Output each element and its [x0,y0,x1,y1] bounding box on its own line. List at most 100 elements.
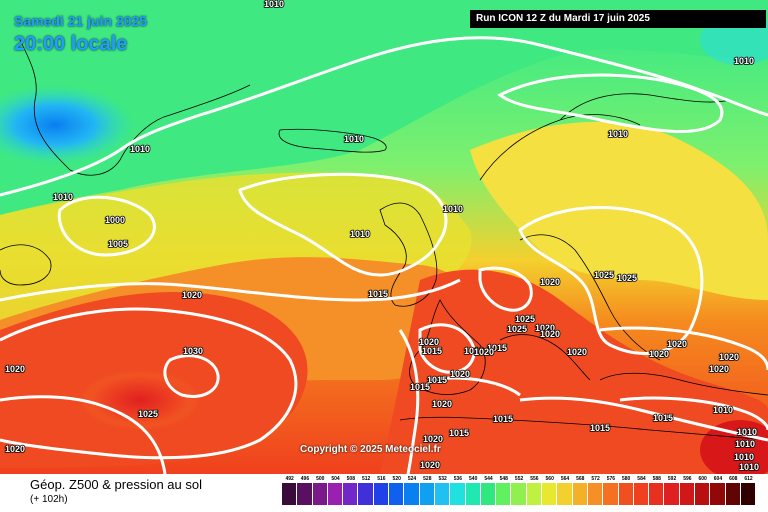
map-title: Géop. Z500 & pression au sol [30,477,202,492]
isobar-label: 1015 [487,343,507,353]
isobar-label: 1025 [617,273,637,283]
scale-label: 540 [469,476,478,482]
isobar-label: 1025 [594,270,614,280]
isobar-label: 1020 [567,347,587,357]
scale-swatch [542,483,558,505]
scale-swatch [511,483,527,505]
isobar-label: 1020 [420,460,440,470]
isobar-label: 1020 [540,277,560,287]
scale-label: 504 [331,476,340,482]
isobar-label: 1020 [709,364,729,374]
z500-band-green [0,0,768,215]
isobar-label: 1010 [608,129,628,139]
scale-label: 576 [606,476,616,482]
scale-swatch [725,483,741,505]
isobar-label: 1020 [419,337,439,347]
scale-swatch [358,483,374,505]
scale-swatch [557,483,573,505]
isobar-label: 1015 [653,413,673,423]
scale-swatch [434,483,451,505]
isobar-label: 1020 [540,329,560,339]
isobar-label: 1020 [535,323,555,333]
isobar-label: 1010 [734,56,754,66]
scale-label: 572 [591,476,600,482]
scale-label: 512 [361,476,371,482]
isobar-label: 1010 [350,229,370,239]
isobar-label: 1015 [368,289,388,299]
scale-label: 568 [576,476,585,482]
scale-swatch [526,483,543,505]
isobar-label: 1010 [443,204,463,214]
legend-panel: Géop. Z500 & pression au sol (+ 102h) 49… [0,474,768,512]
forecast-time: 20:00 locale [14,33,128,55]
scale-label: 492 [285,476,294,482]
isobar-label: 1025 [507,324,527,334]
scale-swatch [404,483,420,505]
z500-core-red-east [700,420,768,474]
scale-swatch [419,483,435,505]
isobar-label: 1015 [449,428,469,438]
color-scale: 492 496 500 504 508 512 516 520 524 528 532 536 540 5… [282,476,757,510]
scale-swatch [450,483,466,505]
scale-label: 524 [407,476,417,482]
scale-label: 544 [484,476,493,482]
z500-low-blue [0,85,135,165]
scale-label: 536 [453,476,463,482]
scale-swatch [603,483,619,505]
scale-label: 608 [729,476,738,482]
scale-label: 508 [346,476,355,482]
isobar-label: 1030 [183,346,203,356]
scale-swatch [327,483,344,505]
scale-swatch [740,483,757,505]
scale-label: 548 [499,476,508,482]
isobar-label: 1010 [713,405,733,415]
scale-swatch [695,483,711,505]
isobar-label: 1025 [138,409,158,419]
scale-swatch [282,483,298,505]
scale-label: 528 [423,476,432,482]
scale-swatch [312,483,328,505]
scale-label: 532 [438,476,447,482]
isobar-label: 1010 [53,192,73,202]
scale-label: 596 [683,476,692,482]
scale-label: 520 [392,476,401,482]
scale-labels: 492 496 500 504 508 512 516 520 524 528 532 536 540 5… [282,476,756,482]
isobar-label: 1015 [590,423,610,433]
isobar-label: 1010 [739,462,759,472]
isobar-label: 1020 [667,339,687,349]
isobar-label: 1020 [432,399,452,409]
isobar-label: 1010 [735,439,755,449]
scale-swatch [664,483,680,505]
isobar-label: 1015 [410,382,430,392]
scale-bar [282,483,757,505]
isobar-label: 1010 [130,144,150,154]
z500-band-yellow-europe [470,121,768,301]
scale-swatch [389,483,405,505]
coastlines [0,39,768,441]
scale-swatch [496,483,512,505]
copyright: Copyright © 2025 Meteociel.fr [300,444,441,455]
isobar-label: 1010 [464,346,484,356]
z500-band-red-east [380,269,768,474]
isobar-label: 1020 [649,349,669,359]
scale-label: 552 [514,476,524,482]
scale-swatch [679,483,696,505]
scale-label: 588 [652,476,661,482]
forecast-date: Samedi 21 juin 2025 [14,13,148,29]
pressure-map[interactable]: 1010 1010 1010 1010 1010 1010 1010 1000 … [0,0,768,474]
scale-swatch [480,483,497,505]
z500-core-red [80,370,200,430]
isobar-label: 1020 [5,364,25,374]
isobars [0,36,768,474]
isobar-label: 1020 [5,444,25,454]
isobar-label: 1020 [450,369,470,379]
isobar-label: 1015 [493,414,513,424]
scale-label: 500 [316,476,325,482]
scale-swatch [343,483,359,505]
scale-label: 564 [560,476,570,482]
scale-swatch [618,483,634,505]
isobar-label: 1020 [474,347,494,357]
scale-label: 516 [377,476,386,482]
isobar-label: 1020 [182,290,202,300]
